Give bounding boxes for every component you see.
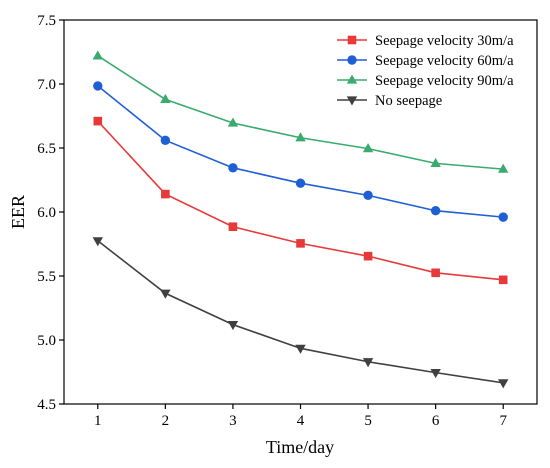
data-point [160,289,171,299]
data-point [295,178,306,188]
data-point [362,358,374,368]
legend-marker [347,35,357,45]
series-layer [92,50,509,389]
legend-marker [347,55,357,65]
legend-item: Seepage velocity 30m/a [337,33,514,49]
data-point [93,116,103,126]
legend-item: Seepage velocity 60m/a [337,53,514,69]
data-point [227,321,239,331]
data-point [228,163,238,173]
data-point [295,344,306,354]
data-point [227,117,239,127]
y-tick-label: 5.5 [37,269,56,285]
legend-item: Seepage velocity 90m/a [337,73,514,89]
x-tick-label: 5 [364,413,372,429]
y-tick-label: 5.0 [37,333,56,349]
legend: Seepage velocity 30m/a Seepage velocity 6… [337,33,514,109]
y-tick-label: 6.5 [37,141,56,157]
series-3 [92,50,509,173]
y-tick-label: 6.0 [37,205,56,221]
legend-marker [346,96,358,106]
data-point [295,132,306,142]
series-1 [93,116,508,285]
data-point [160,93,171,103]
legend-label: No seepage [375,93,442,109]
data-point [363,190,373,201]
data-point [228,222,238,232]
legend-label: Seepage velocity 90m/a [375,73,514,89]
y-tick-label: 7.5 [37,13,56,29]
data-point [362,143,374,153]
data-point [430,206,441,216]
series-2 [93,81,508,222]
x-tick-label: 1 [94,413,102,429]
x-tick-label: 3 [229,413,237,429]
data-point [498,275,508,285]
data-point [92,237,103,247]
y-tick-label: 7.0 [37,77,56,93]
x-tick-label: 6 [432,413,440,429]
data-point [161,189,170,199]
data-point [92,50,103,60]
y-axis-label: EER [8,195,28,229]
data-point [498,379,509,389]
series-line [97,85,504,218]
data-point [363,251,373,261]
series-4 [92,237,509,389]
data-point [160,135,171,146]
x-tick-label: 4 [297,413,305,429]
data-point [498,163,509,173]
legend-item: No seepage [337,93,442,109]
legend-marker [346,74,358,84]
data-point [430,369,441,379]
data-point [498,212,508,222]
data-point [431,268,440,278]
axis-ticks: 1 2 3 4 5 6 7 4.5 5.0 5.5 6.0 6.5 7.0 7.5 [37,13,507,429]
series-line [97,120,504,281]
x-axis-label: Time/day [266,437,334,457]
legend-label: Seepage velocity 60m/a [375,53,514,69]
x-tick-label: 2 [162,413,170,429]
legend-label: Seepage velocity 30m/a [375,33,514,49]
x-tick-label: 7 [499,413,507,429]
data-point [296,239,305,248]
data-point [430,157,441,167]
data-point [93,81,103,91]
series-line [97,240,504,384]
y-tick-label: 4.5 [37,397,56,413]
